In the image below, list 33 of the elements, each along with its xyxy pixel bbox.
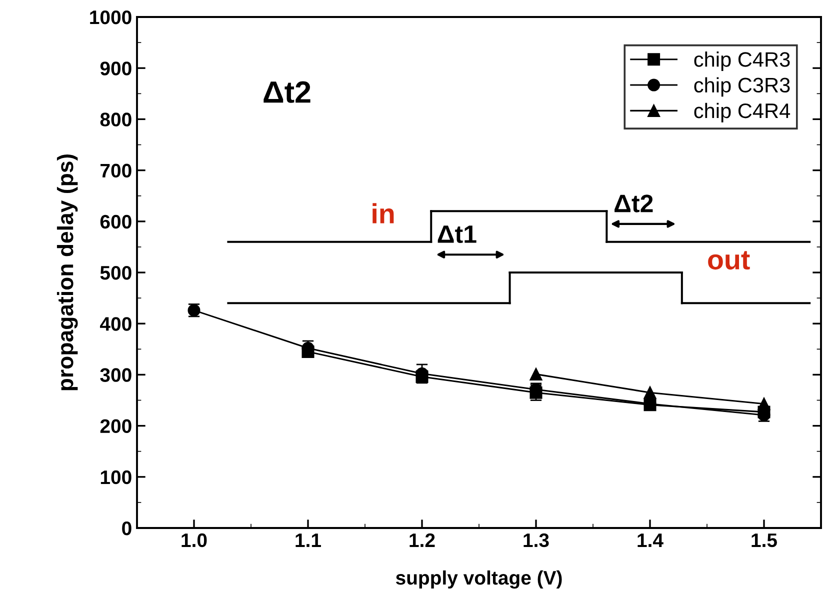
y-tick-label: 100 (100, 470, 132, 484)
y-tick-label: 800 (100, 112, 132, 126)
point (758, 406, 770, 418)
legend-label: chip C4R4 (694, 102, 790, 122)
point (302, 345, 314, 358)
point (530, 386, 542, 399)
x-tick-label: 1.2 (410, 533, 435, 547)
y-tick-label: 500 (100, 266, 132, 280)
x-tick-label: 1.4 (638, 534, 664, 547)
annotation: Δt2 (264, 81, 310, 103)
x-tick-label: 1.1 (296, 534, 321, 547)
annotation: in (372, 203, 394, 224)
x-tick-label: 1.5 (752, 534, 777, 548)
y-tick-label: 600 (100, 214, 132, 229)
x-tick-label: 1.3 (524, 533, 549, 548)
point (530, 368, 542, 380)
y-tick-label: 1000 (90, 10, 132, 24)
y-tick-label: 300 (100, 368, 132, 382)
point (644, 398, 656, 412)
x-tick-label: 1.0 (182, 533, 207, 548)
annotation: out (708, 251, 750, 270)
point (644, 386, 656, 399)
y-axis-title: propagation delay (ps) (56, 154, 78, 390)
y-tick-label: 900 (100, 62, 132, 76)
x-axis-title: supply voltage (V) (396, 570, 562, 589)
annotation: Δt1 (438, 226, 476, 244)
annotation: Δt2 (614, 194, 653, 212)
legend-label: chip C3R3 (694, 77, 790, 97)
y-tick-label: 0 (122, 521, 132, 536)
y-tick-label: 700 (100, 164, 132, 178)
y-tick-label: 200 (100, 419, 132, 434)
y-tick-label: 400 (100, 317, 132, 331)
legend-label: chip C4R3 (694, 52, 790, 71)
